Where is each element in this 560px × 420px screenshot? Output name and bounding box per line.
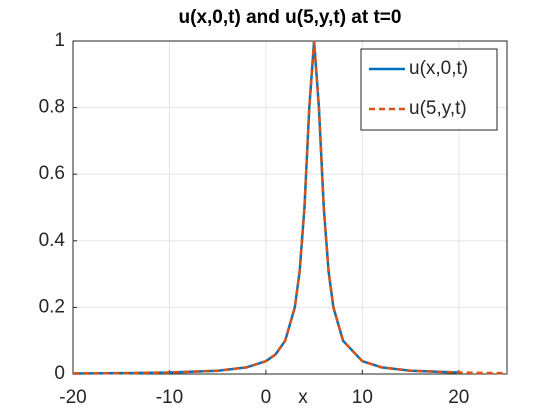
chart-title: u(x,0,t) and u(5,y,t) at t=0 [179, 7, 402, 28]
data-line [72, 40, 508, 375]
x-tick-label: 0 [261, 387, 272, 408]
axes-box [72, 40, 508, 375]
y-tick-label: 0.4 [39, 230, 66, 251]
x-tick-label: -10 [156, 387, 183, 408]
x-tick-label: 10 [352, 387, 373, 408]
y-tick-label: 1 [54, 30, 65, 51]
y-tick-label: 0 [54, 363, 65, 384]
y-tick-label: 0.6 [39, 163, 65, 184]
legend-box [360, 48, 498, 131]
y-tick-label: 0.8 [39, 97, 65, 118]
legend-label: u(x,0,t) [409, 58, 468, 79]
legend-label: u(5,y,t) [409, 98, 467, 119]
x-axis-label: x [298, 387, 308, 408]
y-tick-label: 0.2 [39, 296, 65, 317]
x-tick-label: 20 [448, 387, 469, 408]
x-tick-label: -20 [59, 387, 86, 408]
